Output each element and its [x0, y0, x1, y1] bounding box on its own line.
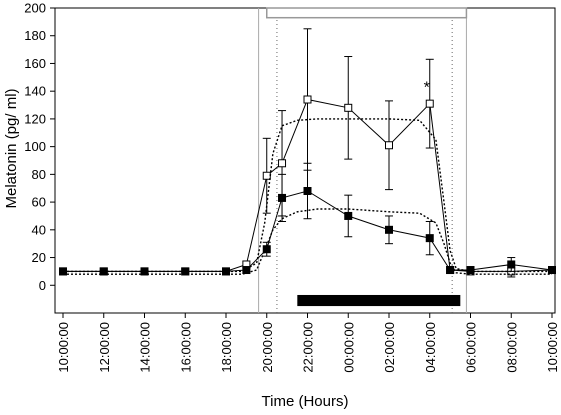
- x-tick-label: 10:00:00: [56, 322, 71, 373]
- series-1-point: [278, 193, 287, 202]
- series-1-point: [507, 260, 516, 269]
- plot-frame: [54, 7, 556, 314]
- series-1-point: [303, 187, 312, 195]
- series-1-point: [548, 266, 556, 275]
- series-1-point: [466, 266, 475, 275]
- x-tick-label: 10:00:00: [545, 322, 560, 373]
- x-tick-label: 06:00:00: [464, 322, 479, 373]
- y-tick-label: 140: [24, 84, 46, 99]
- y-tick-label: 120: [24, 111, 46, 126]
- plot-area-border: [54, 7, 556, 314]
- y-tick-label: 80: [32, 167, 46, 182]
- series-1-point: [344, 211, 353, 220]
- series-2-line: [63, 118, 552, 273]
- y-axis-title: Melatonin (pg/ ml): [3, 88, 20, 208]
- y-tick-label: 180: [24, 28, 46, 43]
- series-0-point: [385, 141, 393, 150]
- y-tick-label: 60: [32, 195, 46, 210]
- series-3-line: [63, 208, 552, 275]
- series-0-point: [278, 159, 287, 168]
- y-tick-label: 200: [24, 1, 46, 16]
- series-0-point: [262, 171, 271, 180]
- series-1-point: [425, 234, 434, 243]
- y-tick-label: 160: [24, 56, 46, 71]
- significance-marker: *: [424, 80, 430, 97]
- series-0-point: [344, 103, 353, 112]
- light-period-bar: [266, 7, 468, 19]
- annotations: *: [424, 80, 430, 97]
- y-tick-label: 100: [24, 139, 46, 154]
- reference-lines: [258, 8, 467, 313]
- dark-period-bar: [297, 294, 461, 307]
- y-tick-label: 40: [32, 222, 46, 237]
- series-0-point: [425, 99, 434, 108]
- y-tick-label: 0: [39, 278, 46, 293]
- interval-bars: [266, 7, 468, 307]
- series-layer: [59, 28, 556, 278]
- x-tick-label: 04:00:00: [423, 322, 438, 373]
- x-tick-label: 14:00:00: [138, 322, 153, 373]
- x-axis: 10:00:00 12:00:00 14:00:00 16:00:00 18:00:00…: [56, 313, 560, 373]
- series-0-point: [303, 95, 312, 104]
- x-tick-label: 16:00:00: [178, 322, 193, 373]
- x-tick-label: 18:00:00: [219, 322, 234, 373]
- series-1-point: [222, 267, 230, 276]
- series-1-point: [262, 245, 271, 254]
- x-tick-label: 02:00:00: [382, 322, 397, 373]
- x-tick-label: 20:00:00: [260, 322, 275, 373]
- x-tick-label: 12:00:00: [97, 322, 112, 373]
- x-tick-label: 00:00:00: [341, 322, 356, 373]
- series-1-point: [242, 266, 251, 275]
- series-1-point: [446, 266, 455, 275]
- x-axis-title: Time (Hours): [262, 393, 349, 410]
- x-tick-label: 22:00:00: [301, 322, 316, 373]
- y-axis: 0 20 40 60 80 100 120 140 160 180 200: [24, 1, 55, 293]
- y-tick-label: 20: [32, 250, 46, 265]
- x-tick-label: 08:00:00: [504, 322, 519, 373]
- series-1-point: [385, 225, 393, 234]
